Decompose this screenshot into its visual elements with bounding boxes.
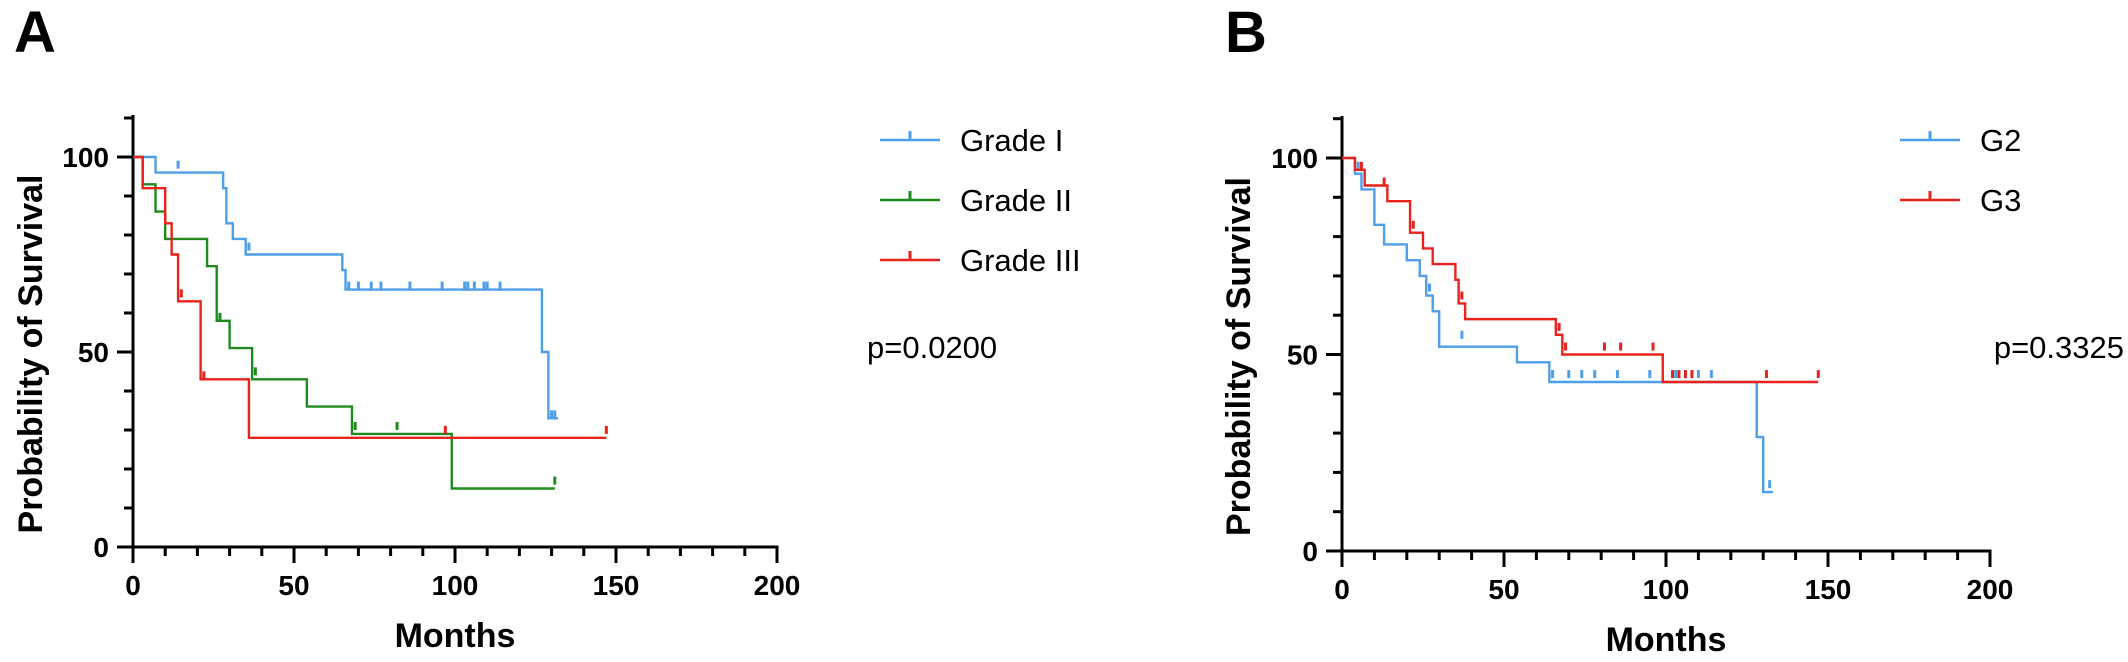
series-grade-ii (133, 155, 557, 490)
p-value-annotation: p=0.0200 (867, 330, 997, 365)
y-tick-label: 50 (1287, 340, 1318, 371)
panel-letter: B (1225, 0, 1267, 65)
y-tick-label: 0 (1302, 536, 1318, 567)
x-tick-label: 0 (1334, 574, 1350, 605)
x-tick-label: 150 (1805, 574, 1852, 605)
series-g2 (1342, 156, 1773, 494)
x-tick-label: 100 (432, 570, 479, 601)
y-tick-label: 100 (1271, 143, 1318, 174)
y-axis-title: Probability of Survival (12, 175, 50, 534)
x-tick-label: 200 (754, 570, 801, 601)
survival-curve (133, 155, 559, 420)
y-tick-label: 50 (78, 337, 109, 368)
panel-b: B 0 50 100 150 200 0 50 100 Months Probability of … (1220, 0, 2124, 659)
x-axis-title: Months (395, 617, 516, 655)
series-grade-iii (133, 155, 608, 439)
x-tick-label: 0 (125, 570, 141, 601)
x-tick-label: 50 (1488, 574, 1519, 605)
legend-label: Grade III (960, 243, 1081, 278)
x-tick-label: 50 (278, 570, 309, 601)
p-value-annotation: p=0.3325 (1994, 330, 2124, 365)
legend-label: Grade II (960, 183, 1072, 218)
x-tick-label: 100 (1643, 574, 1690, 605)
series-g3 (1342, 156, 1820, 384)
series-grade-i (133, 155, 559, 420)
y-tick-label: 0 (93, 532, 109, 563)
legend-label: Grade I (960, 123, 1063, 158)
survival-curve (133, 155, 555, 490)
survival-curve (1342, 156, 1819, 384)
panel-a: A 0 50 100 150 200 0 50 100 Months Probability of … (12, 0, 1081, 655)
y-tick-label: 100 (62, 142, 109, 173)
x-axis-title: Months (1606, 621, 1727, 659)
legend-label: G2 (1980, 123, 2021, 158)
legend-label: G3 (1980, 183, 2021, 218)
survival-curve (133, 155, 607, 439)
x-tick-label: 150 (593, 570, 640, 601)
panel-letter: A (14, 0, 56, 65)
y-axis-title: Probability of Survival (1220, 177, 1258, 536)
survival-curve (1342, 156, 1773, 494)
x-tick-label: 200 (1967, 574, 2014, 605)
